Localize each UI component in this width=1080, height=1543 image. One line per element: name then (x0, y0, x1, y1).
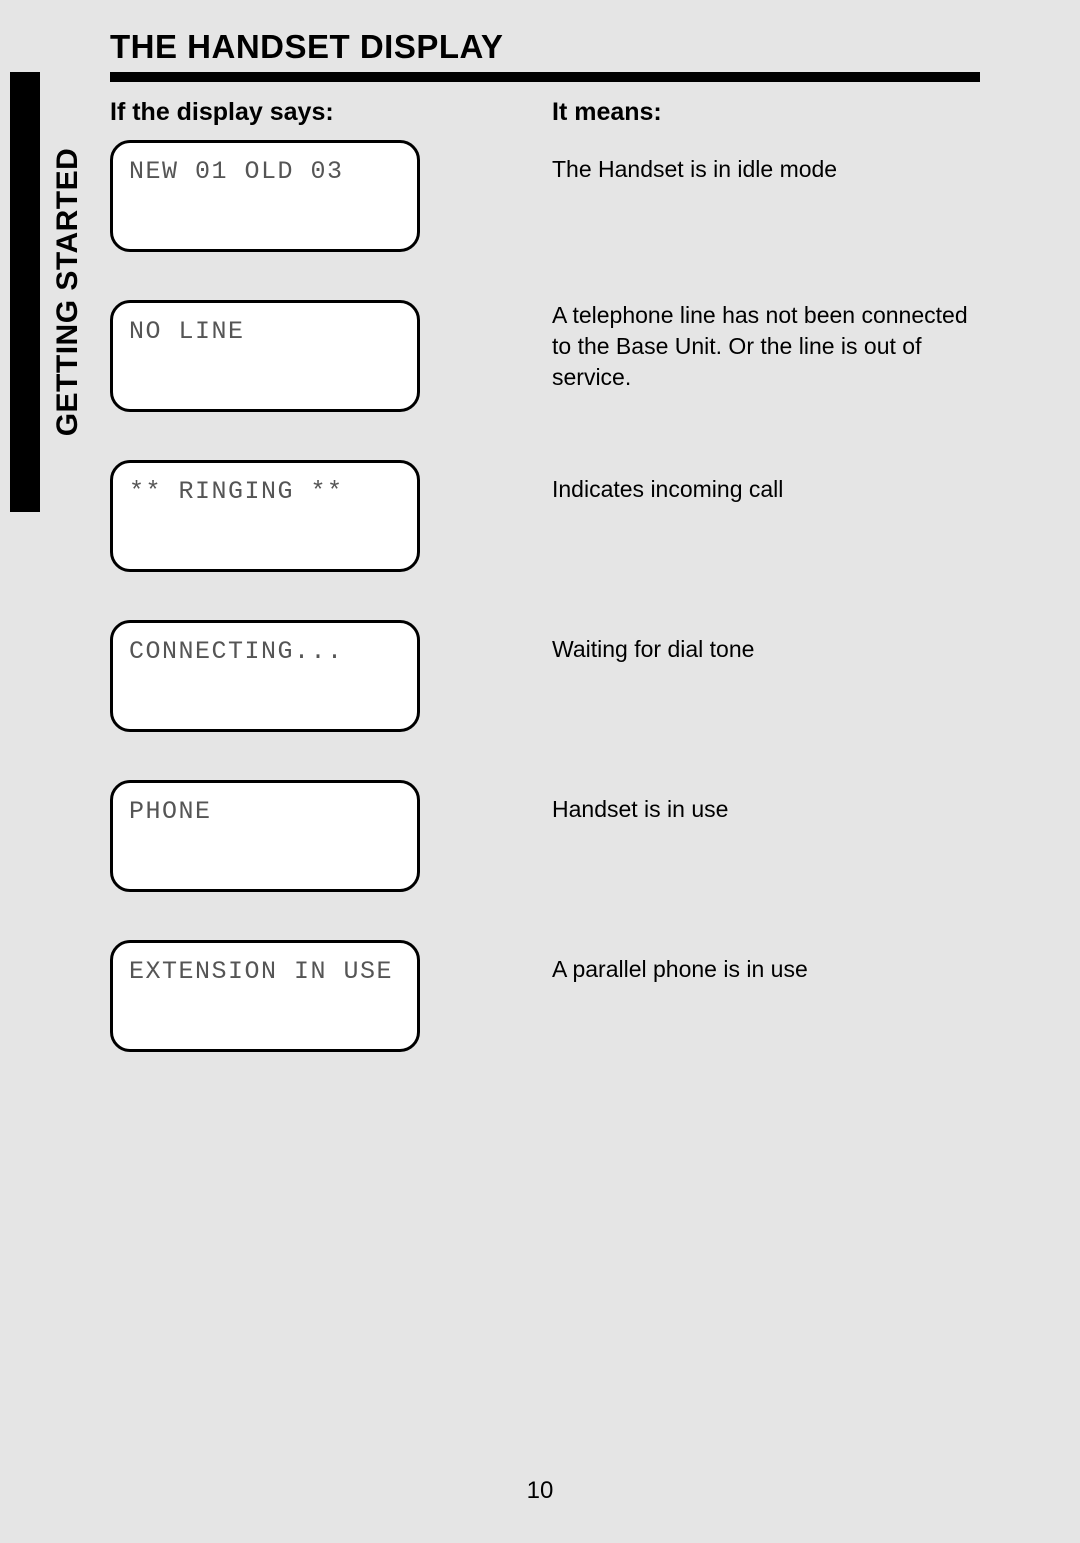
side-tab: GETTING STARTED (40, 72, 95, 512)
lcd-screen: NO LINE (110, 300, 420, 412)
lcd-text: CONNECTING... (129, 637, 401, 666)
lcd-screen: ** RINGING ** (110, 460, 420, 572)
column-header-left: If the display says: (110, 98, 334, 127)
meaning-text: A parallel phone is in use (552, 954, 972, 985)
meaning-text: A telephone line has not been connected … (552, 300, 972, 393)
lcd-text: NEW 01 OLD 03 (129, 157, 401, 186)
lcd-text: EXTENSION IN USE (129, 957, 401, 986)
lcd-screen: NEW 01 OLD 03 (110, 140, 420, 252)
column-header-right: It means: (552, 98, 662, 127)
meaning-text: Indicates incoming call (552, 474, 972, 505)
lcd-screen: PHONE (110, 780, 420, 892)
page-title: THE HANDSET DISPLAY (110, 28, 503, 66)
lcd-screen: EXTENSION IN USE (110, 940, 420, 1052)
title-rule (110, 72, 980, 82)
lcd-text: ** RINGING ** (129, 477, 401, 506)
lcd-text: PHONE (129, 797, 401, 826)
manual-page: THE HANDSET DISPLAY GETTING STARTED If t… (10, 0, 1070, 1543)
lcd-screen: CONNECTING... (110, 620, 420, 732)
lcd-text: NO LINE (129, 317, 401, 346)
meaning-text: Handset is in use (552, 794, 972, 825)
page-number: 10 (10, 1477, 1070, 1505)
side-tab-label: GETTING STARTED (51, 148, 85, 437)
side-tab-bar (10, 72, 40, 512)
meaning-text: The Handset is in idle mode (552, 154, 972, 185)
meaning-text: Waiting for dial tone (552, 634, 972, 665)
